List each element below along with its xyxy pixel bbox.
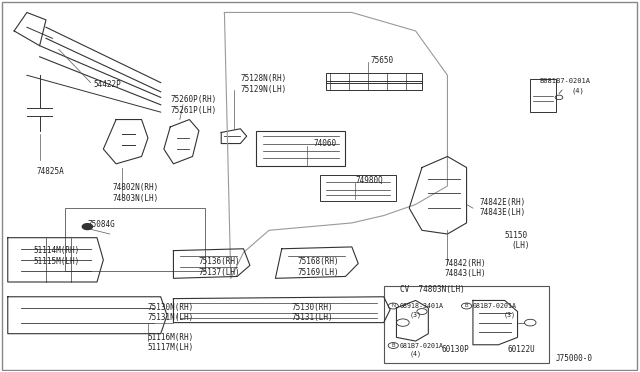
Text: (3): (3) xyxy=(409,311,421,318)
Bar xyxy=(326,81,422,90)
Text: 51117M(LH): 51117M(LH) xyxy=(148,343,194,352)
Bar xyxy=(326,73,422,83)
Text: 74842E(RH): 74842E(RH) xyxy=(479,198,525,207)
Text: 75168(RH): 75168(RH) xyxy=(298,257,339,266)
Text: 74803N(LH): 74803N(LH) xyxy=(113,195,159,203)
Text: J75000-0: J75000-0 xyxy=(556,354,593,363)
Text: 75128N(RH): 75128N(RH) xyxy=(241,74,287,83)
Text: (4): (4) xyxy=(572,87,584,94)
Text: 75137(LH): 75137(LH) xyxy=(199,267,241,276)
Text: 75130N(RH): 75130N(RH) xyxy=(148,303,194,312)
Bar xyxy=(531,79,556,112)
Text: 74802N(RH): 74802N(RH) xyxy=(113,183,159,192)
Text: 75261P(LH): 75261P(LH) xyxy=(170,106,216,115)
Text: B: B xyxy=(465,304,468,308)
Text: 75260P(RH): 75260P(RH) xyxy=(170,95,216,104)
Text: 54422P: 54422P xyxy=(94,80,122,89)
Text: 74843E(LH): 74843E(LH) xyxy=(479,208,525,217)
Bar xyxy=(65,208,205,271)
Text: 75130(RH): 75130(RH) xyxy=(291,303,333,312)
Text: 75169(LH): 75169(LH) xyxy=(298,267,339,276)
Text: 75084G: 75084G xyxy=(88,220,115,229)
Text: 75131(LH): 75131(LH) xyxy=(291,313,333,322)
Text: 75129N(LH): 75129N(LH) xyxy=(241,85,287,94)
Text: 60130P: 60130P xyxy=(441,345,469,354)
Text: 60122U: 60122U xyxy=(508,345,536,354)
Text: 081B7-0201A: 081B7-0201A xyxy=(473,303,517,309)
Text: 74980Q: 74980Q xyxy=(355,176,383,185)
Text: B: B xyxy=(392,343,395,348)
Text: 74825A: 74825A xyxy=(36,167,64,176)
Text: 75131N(LH): 75131N(LH) xyxy=(148,313,194,322)
Text: 74843(LH): 74843(LH) xyxy=(444,269,486,278)
Bar xyxy=(256,131,346,166)
Text: 51115M(LH): 51115M(LH) xyxy=(33,257,79,266)
Text: (4): (4) xyxy=(409,351,421,357)
Text: 51114M(RH): 51114M(RH) xyxy=(33,246,79,255)
Bar xyxy=(320,175,396,201)
Text: 081B7-0201A: 081B7-0201A xyxy=(399,343,444,349)
Text: 74060: 74060 xyxy=(314,139,337,148)
Text: 75136(RH): 75136(RH) xyxy=(199,257,241,266)
Circle shape xyxy=(83,224,93,230)
Text: 74842(RH): 74842(RH) xyxy=(444,259,486,268)
Text: 51150: 51150 xyxy=(505,231,528,240)
Text: N: N xyxy=(391,304,396,308)
Text: 08918-3401A: 08918-3401A xyxy=(399,303,444,309)
Text: 75650: 75650 xyxy=(371,56,394,65)
Text: CV  74803N(LH): CV 74803N(LH) xyxy=(399,285,465,294)
Text: (3): (3) xyxy=(504,311,516,318)
Text: 51116M(RH): 51116M(RH) xyxy=(148,333,194,342)
Text: B081B7-0201A: B081B7-0201A xyxy=(540,78,591,84)
Text: (LH): (LH) xyxy=(511,241,530,250)
Bar xyxy=(384,286,549,363)
